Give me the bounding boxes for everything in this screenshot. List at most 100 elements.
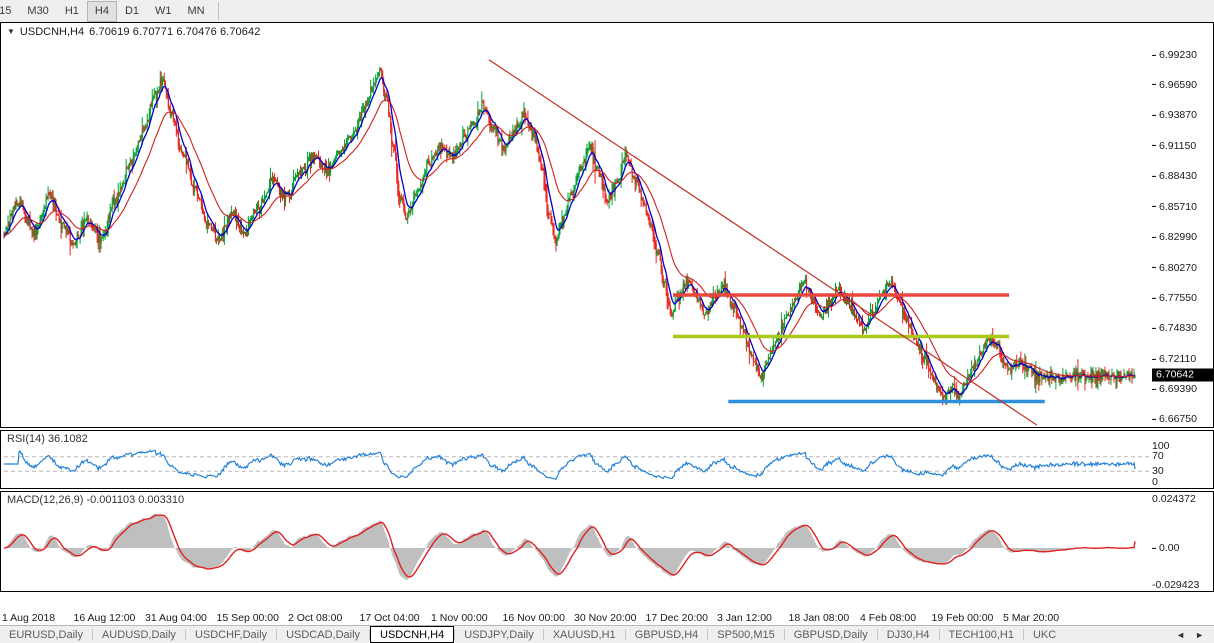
scroll-right-icon[interactable]: ► [1195, 629, 1204, 640]
price-tick-label: 6.88430 [1159, 170, 1197, 183]
tab-separator [276, 629, 278, 640]
tab-separator [454, 629, 456, 640]
macd-canvas [3, 513, 1136, 580]
chevron-down-icon[interactable]: ▼ [7, 27, 15, 36]
price-tick: 6.91150 [1152, 139, 1197, 152]
price-tick: 6.74830 [1152, 322, 1197, 335]
timeframe-button-m15[interactable]: M15 [0, 5, 12, 17]
price-tick: 6.85710 [1152, 200, 1197, 213]
timeframe-button-h1[interactable]: H1 [64, 5, 79, 17]
symbol-tab-dj30-h4[interactable]: DJ30,H4 [886, 628, 930, 641]
ma-slow-line [3, 99, 1136, 385]
rsi-plot-area[interactable] [2, 432, 1153, 487]
macd-signal-line [3, 514, 1136, 578]
time-axis-label: 16 Aug 12:00 [73, 612, 136, 624]
tick-mark-icon [1152, 547, 1156, 549]
tick-mark-icon [1152, 114, 1156, 116]
symbol-tab-usdjpy-daily[interactable]: USDJPY,Daily [464, 628, 534, 641]
price-tick-label: 6.85710 [1159, 200, 1197, 213]
symbol-tab-sp500-m15[interactable]: SP500,M15 [717, 628, 775, 641]
price-tick-label: 6.91150 [1159, 139, 1197, 152]
chart-ohlc-values: 6.70619 6.70771 6.70476 6.70642 [89, 26, 261, 38]
time-axis-label: 17 Dec 20:00 [645, 612, 708, 624]
time-axis-label: 5 Mar 20:00 [1003, 612, 1060, 624]
rsi-tick-label: 70 [1152, 450, 1164, 463]
timeframe-button-m30[interactable]: M30 [27, 5, 49, 17]
symbol-tab-tech100-h1[interactable]: TECH100,H1 [948, 628, 1014, 641]
rsi-panel[interactable]: RSI(14) 36.1082 100 70 30 0 [0, 430, 1214, 489]
tab-separator [624, 629, 626, 640]
tick-mark-icon [1152, 297, 1156, 299]
price-tick-label: 6.74830 [1159, 322, 1197, 335]
price-tick: 6.77550 [1152, 292, 1197, 304]
symbol-tab-eurusd-daily[interactable]: EURUSD,Daily [9, 628, 83, 641]
price-tick-label: 6.82990 [1159, 231, 1197, 244]
tab-separator [876, 629, 878, 640]
macd-tick: 0.024372 [1152, 493, 1196, 505]
price-tick-label: 6.96590 [1159, 78, 1197, 91]
tab-scroll-arrows: ◄ ► [1166, 630, 1214, 640]
timeframe-button-w1[interactable]: W1 [155, 5, 172, 17]
toolbar: M15 M30 H1 H4 D1 W1 MN [0, 0, 1214, 23]
tick-mark-icon [1152, 54, 1156, 56]
tick-mark-icon [1152, 267, 1156, 269]
time-axis-label: 3 Jan 12:00 [717, 612, 772, 624]
rsi-tick: 100 [1152, 439, 1170, 452]
time-axis-label: 4 Feb 08:00 [860, 612, 917, 624]
tab-separator [542, 629, 544, 640]
tick-mark-icon [1152, 328, 1156, 329]
annotation-descending-resistance [488, 59, 1038, 426]
price-tick: 6.96590 [1152, 78, 1197, 91]
time-axis-label: 31 Aug 04:00 [145, 612, 207, 624]
price-panel[interactable]: ▼ USDCNH,H4 6.70619 6.70771 6.70476 6.70… [0, 22, 1214, 428]
time-axis-label: 17 Oct 04:00 [359, 612, 420, 624]
macd-scale: 0.024372 0.00 -0.029423 [1152, 492, 1213, 591]
symbol-tab-usdcad-daily[interactable]: USDCAD,Daily [286, 628, 361, 641]
price-scale[interactable]: 6.99230 6.96590 6.93870 6.91150 6.88430 6.857… [1152, 23, 1213, 427]
chart-symbol-header: ▼ USDCNH,H4 6.70619 6.70771 6.70476 6.70… [7, 26, 260, 38]
macd-panel[interactable]: MACD(12,26,9) -0.001103 0.003310 0.02437… [0, 491, 1214, 592]
symbol-tab-audusd-daily[interactable]: AUDUSD,Daily [101, 628, 176, 641]
chart-frame: ▼ USDCNH,H4 6.70619 6.70771 6.70476 6.70… [0, 22, 1214, 610]
symbol-tab-gbpusd-daily[interactable]: GBPUSD,Daily [793, 628, 868, 641]
tab-separator [783, 629, 785, 640]
timeframe-button-d1[interactable]: D1 [124, 5, 139, 17]
symbol-tab-usdchf-daily[interactable]: USDCHF,Daily [194, 628, 268, 641]
tick-mark-icon [1152, 145, 1156, 147]
price-plot-area[interactable] [2, 24, 1153, 426]
tab-separator [184, 629, 186, 640]
time-axis[interactable]: 1 Aug 2018 16 Aug 12:00 31 Aug 04:00 15 Sep… [0, 610, 1214, 628]
price-tick: 6.72110 [1152, 353, 1196, 365]
time-axis-label: 1 Nov 00:00 [431, 612, 488, 624]
symbol-tab-usdcnh-h4[interactable]: USDCNH,H4 [370, 626, 455, 643]
scroll-left-icon[interactable]: ◄ [1176, 629, 1186, 640]
macd-plot-area[interactable] [2, 493, 1153, 590]
symbol-tab-gbpusd-h4[interactable]: GBPUSD,H4 [634, 628, 699, 641]
timeframe-button-group: M15 M30 H1 H4 D1 W1 MN [0, 0, 224, 22]
price-tick-label: 6.77550 [1159, 292, 1197, 305]
tick-mark-icon [1152, 418, 1156, 420]
price-tick: 6.93870 [1152, 109, 1197, 121]
symbol-tab-bar: EURUSD,Daily AUDUSD,Daily USDCHF,Daily USDC… [0, 625, 1214, 643]
price-tick-label: 6.66750 [1159, 413, 1197, 426]
tick-mark-icon [1152, 84, 1156, 86]
price-tick: 6.80270 [1152, 261, 1197, 274]
time-axis-label: 2 Oct 08:00 [288, 612, 343, 624]
tab-separator [91, 629, 93, 640]
macd-tick-label: 0.00 [1159, 542, 1180, 555]
rsi-tick-label: 100 [1152, 439, 1170, 452]
price-tick-label: 6.72110 [1159, 353, 1197, 365]
symbol-tab-ukc[interactable]: UKC [1032, 628, 1057, 641]
tab-separator [1022, 629, 1024, 640]
time-axis-label: 18 Jan 08:00 [788, 612, 850, 624]
rsi-tick-label: 0 [1152, 475, 1158, 488]
current-price-tag: 6.70642 [1152, 368, 1213, 382]
price-tick: 6.82990 [1152, 231, 1197, 243]
rsi-tick-label: 30 [1152, 464, 1164, 477]
timeframe-button-h4[interactable]: H4 [86, 0, 117, 22]
ma-fast-line [3, 76, 1136, 395]
macd-histogram-area [4, 513, 1135, 580]
symbol-tab-xauusd-h1[interactable]: XAUUSD,H1 [552, 628, 616, 641]
time-axis-label: 1 Aug 2018 [2, 612, 56, 624]
timeframe-button-mn[interactable]: MN [187, 5, 205, 17]
